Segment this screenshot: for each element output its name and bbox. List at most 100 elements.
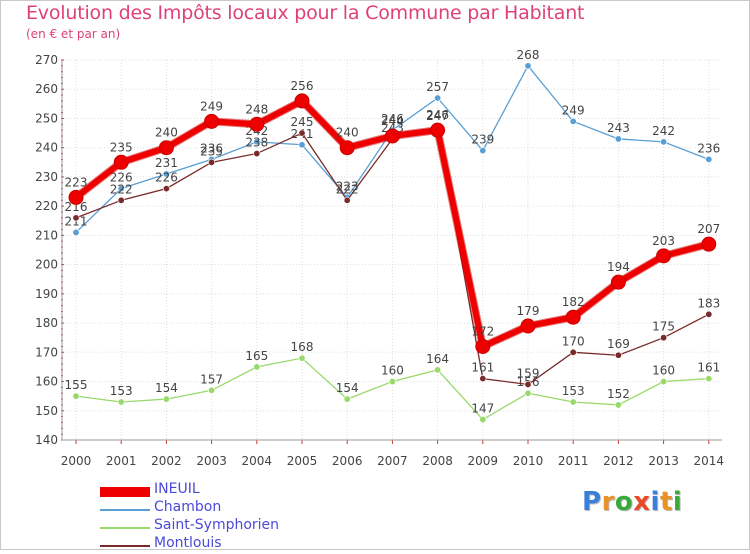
data-point-chambon: [298, 141, 306, 149]
data-label-saint-symphorien: 147: [471, 402, 494, 416]
x-tick-label: 2013: [648, 454, 679, 468]
data-label-montlouis: 226: [155, 171, 178, 185]
logo-letter: i: [650, 487, 660, 517]
x-tick-label: 2008: [422, 454, 453, 468]
data-point-chambon: [253, 138, 261, 146]
data-label-ineuil: 182: [562, 295, 585, 309]
data-label-montlouis: 159: [517, 366, 540, 380]
data-label-montlouis: 216: [65, 200, 88, 214]
x-tick-label: 2003: [196, 454, 227, 468]
y-tick-label: 150: [35, 404, 58, 418]
data-point-montlouis: [524, 380, 532, 388]
data-label-chambon: 242: [652, 124, 675, 138]
data-point-saint-symphorien: [705, 375, 713, 383]
data-label-chambon: 249: [562, 103, 585, 117]
data-point-saint-symphorien: [72, 392, 80, 400]
data-label-chambon: 211: [65, 214, 88, 228]
data-label-ineuil: 235: [110, 140, 133, 154]
data-point-montlouis: [660, 334, 668, 342]
data-label-chambon: 239: [471, 133, 494, 147]
legend-swatch: [100, 527, 150, 529]
data-point-saint-symphorien: [117, 398, 125, 406]
data-point-chambon: [524, 62, 532, 70]
data-label-ineuil: 244: [381, 114, 404, 128]
legend-label: Chambon: [154, 499, 222, 515]
x-tick-label: 2014: [694, 454, 725, 468]
data-label-ineuil: 207: [697, 222, 720, 236]
y-tick-label: 200: [35, 258, 58, 272]
data-label-ineuil: 203: [652, 234, 675, 248]
x-tick-label: 2009: [468, 454, 499, 468]
data-point-saint-symphorien: [434, 366, 442, 374]
data-point-saint-symphorien: [298, 354, 306, 362]
proxiti-logo: Proxiti: [582, 487, 682, 517]
data-label-ineuil: 256: [291, 79, 314, 93]
data-label-saint-symphorien: 154: [155, 381, 178, 395]
y-tick-label: 250: [35, 111, 58, 125]
data-point-montlouis: [298, 129, 306, 137]
data-point-montlouis: [343, 196, 351, 204]
chart-title: Evolution des Impôts locaux pour la Comm…: [26, 2, 585, 24]
x-tick-label: 2001: [106, 454, 137, 468]
data-point-ineuil: [610, 274, 626, 290]
chart-subtitle: (en € et par an): [26, 27, 121, 41]
data-point-montlouis: [253, 150, 261, 158]
data-label-chambon: 231: [155, 156, 178, 170]
data-point-montlouis: [162, 185, 170, 193]
data-label-montlouis: 175: [652, 320, 675, 334]
legend-label: INEUIL: [154, 481, 200, 497]
data-point-chambon: [72, 228, 80, 236]
data-label-chambon: 243: [607, 121, 630, 135]
data-label-ineuil: 240: [155, 126, 178, 140]
logo-letter: t: [659, 487, 673, 517]
data-label-ineuil: 246: [426, 108, 449, 122]
data-label-saint-symphorien: 164: [426, 352, 449, 366]
logo-letter: i: [672, 487, 683, 517]
data-point-ineuil: [475, 338, 491, 354]
data-label-saint-symphorien: 154: [336, 381, 359, 395]
data-label-montlouis: 222: [110, 182, 133, 196]
data-point-chambon: [569, 117, 577, 125]
logo-letter: r: [601, 487, 615, 517]
y-tick-label: 180: [35, 316, 58, 330]
x-tick-label: 2010: [513, 454, 544, 468]
data-point-saint-symphorien: [524, 389, 532, 397]
data-label-saint-symphorien: 153: [110, 384, 133, 398]
data-point-saint-symphorien: [253, 363, 261, 371]
x-tick-label: 2006: [332, 454, 363, 468]
x-tick-label: 2004: [242, 454, 273, 468]
y-tick-label: 160: [35, 375, 58, 389]
legend-item: Chambon: [100, 499, 400, 518]
data-point-chambon: [479, 147, 487, 155]
legend-swatch: [100, 545, 150, 547]
data-label-chambon: 257: [426, 80, 449, 94]
logo-letter: o: [614, 487, 634, 517]
data-label-saint-symphorien: 161: [697, 361, 720, 375]
data-point-saint-symphorien: [162, 395, 170, 403]
data-point-montlouis: [479, 375, 487, 383]
data-label-saint-symphorien: 155: [65, 378, 88, 392]
data-label-montlouis: 169: [607, 337, 630, 351]
data-label-saint-symphorien: 153: [562, 384, 585, 398]
data-label-ineuil: 249: [200, 99, 223, 113]
data-point-ineuil: [384, 128, 400, 144]
data-point-montlouis: [208, 158, 216, 166]
data-label-montlouis: 238: [245, 136, 268, 150]
data-label-saint-symphorien: 168: [291, 340, 314, 354]
data-point-ineuil: [520, 318, 536, 334]
data-point-ineuil: [339, 140, 355, 156]
data-label-ineuil: 240: [336, 126, 359, 140]
data-label-chambon: 268: [517, 48, 540, 62]
data-label-chambon: 236: [200, 141, 223, 155]
x-tick-label: 2005: [287, 454, 318, 468]
data-point-ineuil: [430, 122, 446, 138]
x-tick-label: 2012: [603, 454, 634, 468]
data-point-chambon: [705, 155, 713, 163]
data-point-saint-symphorien: [208, 386, 216, 394]
x-tick-label: 2007: [377, 454, 408, 468]
data-label-montlouis: 247: [426, 109, 449, 123]
legend-label: Saint-Symphorien: [154, 517, 280, 533]
data-point-ineuil: [204, 113, 220, 129]
data-label-ineuil: 179: [517, 304, 540, 318]
data-label-ineuil: 172: [471, 324, 494, 338]
